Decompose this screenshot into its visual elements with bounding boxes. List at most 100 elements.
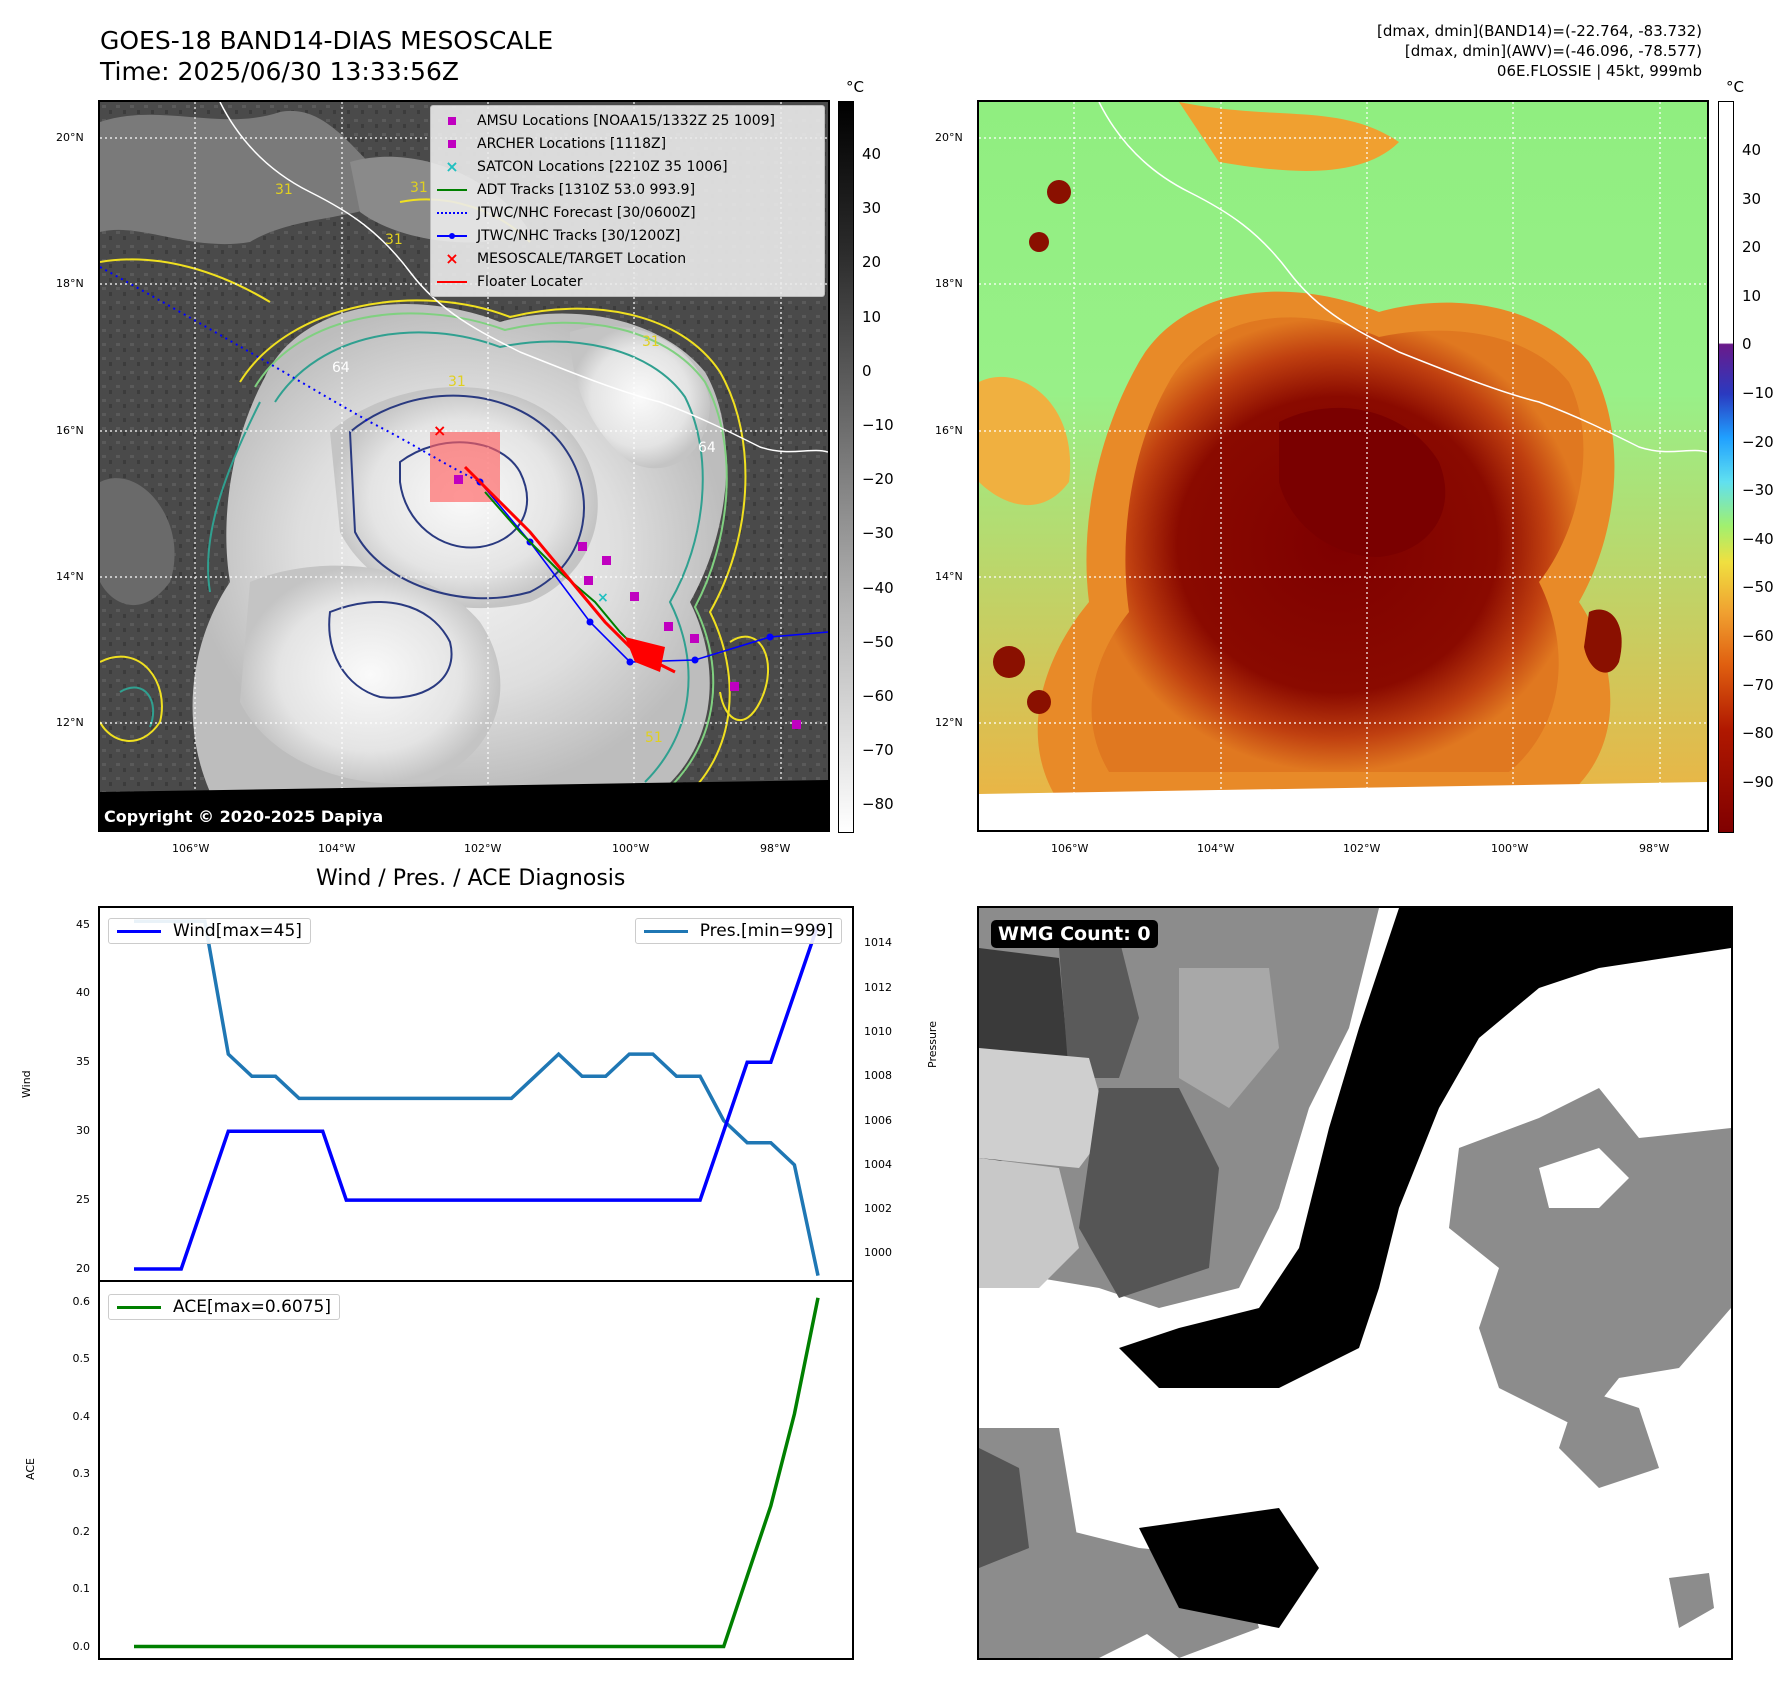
awv-colorbar-unit: °C bbox=[1726, 78, 1744, 96]
contour-label: 31 bbox=[642, 334, 660, 350]
line-icon bbox=[117, 929, 161, 933]
lon-label: 98°W bbox=[1639, 842, 1670, 855]
awv-colorbar-tick: −80 bbox=[1742, 724, 1774, 743]
awv-colorbar-tick: −90 bbox=[1742, 772, 1774, 791]
awv-colorbar-tick: 0 bbox=[1742, 335, 1752, 354]
lon-label: 102°W bbox=[464, 842, 502, 855]
contour-label: 31 bbox=[385, 232, 403, 248]
wmg-panel: WMG Count: 0 bbox=[977, 906, 1733, 1660]
contour-label: 64 bbox=[698, 440, 716, 456]
lat-label: 20°N bbox=[56, 131, 84, 144]
ir-colorbar-tick: −70 bbox=[862, 741, 894, 760]
ir-colorbar-tick: −30 bbox=[862, 524, 894, 543]
awv-colorbar-tick: 20 bbox=[1742, 238, 1762, 257]
legend-label: JTWC/NHC Forecast [30/0600Z] bbox=[477, 204, 696, 221]
ir-map-panel: × × 31 31 31 31 64 64 31 51 AMSU Locatio… bbox=[98, 100, 830, 832]
ir-colorbar-tick: 40 bbox=[862, 145, 882, 163]
ace-tick-label: 0.4 bbox=[72, 1409, 91, 1423]
wmg-count-label: WMG Count: 0 bbox=[991, 920, 1158, 948]
line-icon bbox=[435, 182, 469, 198]
legend-label: Wind[max=45] bbox=[173, 921, 302, 941]
storm-info: 06E.FLOSSIE | 45kt, 999mb bbox=[1496, 62, 1702, 80]
pressure-axis-label: Pressure bbox=[926, 1021, 939, 1068]
contour-label: 31 bbox=[275, 182, 293, 198]
wind-pressure-chart: Wind[max=45] Pres.[min=999] bbox=[98, 906, 854, 1282]
ace-tick-label: 0.5 bbox=[72, 1352, 91, 1366]
lon-label: 100°W bbox=[612, 842, 650, 855]
pressure-tick-label: 1008 bbox=[864, 1069, 892, 1083]
pressure-tick-label: 1002 bbox=[864, 1202, 892, 1216]
ace-tick-label: 0.1 bbox=[72, 1582, 91, 1596]
legend-item-floater: Floater Locater bbox=[435, 270, 820, 293]
ace-chart: ACE[max=0.6075] bbox=[98, 1280, 854, 1660]
pressure-legend: Pres.[min=999] bbox=[634, 918, 842, 944]
lat-label: 18°N bbox=[56, 277, 84, 290]
ir-colorbar-tick: 10 bbox=[862, 307, 882, 326]
legend-label: Pres.[min=999] bbox=[699, 921, 833, 941]
pressure-tick-label: 1000 bbox=[864, 1246, 892, 1260]
legend-label: MESOSCALE/TARGET Location bbox=[477, 250, 687, 267]
ir-colorbar-tick: −10 bbox=[862, 416, 894, 434]
awv-colorbar bbox=[1718, 101, 1734, 833]
legend-label: ACE[max=0.6075] bbox=[173, 1297, 331, 1317]
legend-label: Floater Locater bbox=[477, 273, 583, 290]
ace-plot bbox=[134, 1297, 820, 1649]
lon-label: 102°W bbox=[1343, 842, 1381, 855]
ir-colorbar-tick: −60 bbox=[862, 687, 894, 705]
legend-item-archer: ARCHER Locations [1118Z] bbox=[435, 132, 820, 155]
ir-colorbar-tick: 0 bbox=[862, 361, 872, 380]
wind-tick-label: 40 bbox=[76, 986, 90, 1000]
wind-pressure-plot bbox=[134, 919, 820, 1276]
pressure-tick-label: 1006 bbox=[864, 1113, 892, 1127]
ace-axis-label: ACE bbox=[24, 1458, 37, 1480]
lat-label: 16°N bbox=[935, 424, 963, 437]
legend-label: JTWC/NHC Tracks [30/1200Z] bbox=[477, 227, 681, 244]
wind-legend: Wind[max=45] bbox=[108, 918, 311, 944]
band14-range: [dmax, dmin](BAND14)=(-22.764, -83.732) bbox=[1377, 22, 1702, 40]
diagnosis-title: Wind / Pres. / ACE Diagnosis bbox=[316, 866, 626, 891]
pressure-tick-label: 1012 bbox=[864, 980, 892, 994]
wmg-image bbox=[979, 908, 1731, 1658]
pressure-line bbox=[134, 919, 820, 1276]
awv-colorbar-tick: −60 bbox=[1742, 627, 1774, 645]
legend-label: ADT Tracks [1310Z 53.0 993.9] bbox=[477, 181, 696, 198]
lat-label: 12°N bbox=[935, 716, 963, 729]
legend-item-satcon: × SATCON Locations [2210Z 35 1006] bbox=[435, 155, 820, 178]
awv-colorbar-tick: 10 bbox=[1742, 286, 1762, 305]
square-marker-icon bbox=[435, 113, 469, 129]
line-icon bbox=[117, 1305, 161, 1309]
legend-label: ARCHER Locations [1118Z] bbox=[477, 135, 667, 152]
awv-colorbar-tick: −10 bbox=[1742, 384, 1774, 402]
awv-colorbar-tick: −20 bbox=[1742, 432, 1774, 451]
wind-tick-label: 25 bbox=[76, 1193, 90, 1207]
wind-line bbox=[134, 923, 820, 1271]
ace-line bbox=[134, 1297, 820, 1649]
ir-colorbar-tick: −80 bbox=[862, 795, 894, 814]
contour-label: 31 bbox=[410, 180, 428, 196]
x-marker-icon: × bbox=[445, 249, 459, 268]
line-icon bbox=[435, 274, 469, 290]
contour-label: 64 bbox=[332, 360, 350, 376]
ace-tick-label: 0.3 bbox=[72, 1467, 91, 1481]
legend-item-forecast: JTWC/NHC Forecast [30/0600Z] bbox=[435, 201, 820, 224]
legend-label: SATCON Locations [2210Z 35 1006] bbox=[477, 158, 728, 175]
legend-item-mesoscale: × MESOSCALE/TARGET Location bbox=[435, 247, 820, 270]
ace-tick-label: 0.2 bbox=[72, 1524, 91, 1538]
legend-label: AMSU Locations [NOAA15/1332Z 25 1009] bbox=[477, 112, 776, 129]
awv-colorbar-tick: 40 bbox=[1742, 141, 1762, 159]
pressure-tick-label: 1010 bbox=[864, 1025, 892, 1038]
lon-label: 106°W bbox=[172, 842, 210, 855]
square-marker-icon bbox=[435, 136, 469, 152]
figure-time: Time: 2025/06/30 13:33:56Z bbox=[100, 57, 459, 86]
svg-text:×: × bbox=[597, 590, 609, 606]
lon-label: 100°W bbox=[1491, 842, 1529, 855]
wind-tick-label: 30 bbox=[76, 1124, 90, 1138]
line-dot-icon bbox=[435, 228, 469, 244]
line-icon bbox=[643, 929, 688, 933]
ir-colorbar-tick: −50 bbox=[862, 632, 894, 651]
wind-tick-label: 35 bbox=[76, 1055, 90, 1069]
ace-tick-label: 0.6 bbox=[72, 1295, 91, 1309]
ir-colorbar-tick: −40 bbox=[862, 578, 894, 597]
lat-label: 14°N bbox=[56, 570, 84, 583]
lon-label: 104°W bbox=[318, 842, 356, 855]
